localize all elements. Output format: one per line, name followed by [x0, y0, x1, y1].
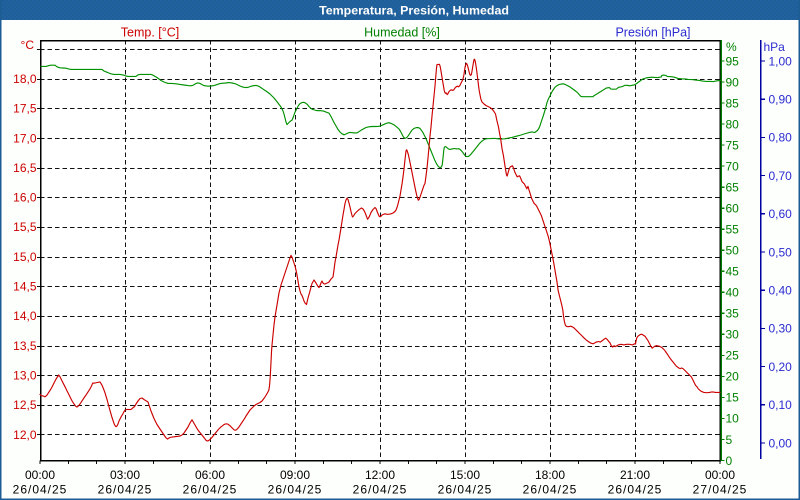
svg-text:26/04/25: 26/04/25 — [523, 483, 578, 497]
svg-text:1,00: 1,00 — [769, 54, 793, 68]
svg-text:0,70: 0,70 — [769, 169, 793, 183]
svg-text:09:00: 09:00 — [280, 468, 310, 482]
svg-text:80: 80 — [726, 117, 740, 131]
svg-text:0,10: 0,10 — [769, 398, 793, 412]
svg-text:85: 85 — [726, 96, 740, 110]
svg-text:0: 0 — [726, 454, 733, 468]
svg-text:26/04/25: 26/04/25 — [608, 483, 663, 497]
svg-text:75: 75 — [726, 138, 740, 152]
svg-text:15:00: 15:00 — [450, 468, 480, 482]
svg-text:35: 35 — [726, 307, 740, 321]
svg-text:0,80: 0,80 — [769, 131, 793, 145]
svg-text:50: 50 — [726, 244, 740, 258]
svg-text:03:00: 03:00 — [110, 468, 140, 482]
svg-text:0,50: 0,50 — [769, 245, 793, 259]
svg-text:16,5: 16,5 — [13, 161, 37, 175]
svg-text:70: 70 — [726, 159, 740, 173]
svg-text:Presión [hPa]: Presión [hPa] — [615, 26, 690, 40]
svg-text:26/04/25: 26/04/25 — [98, 483, 153, 497]
svg-text:26/04/25: 26/04/25 — [268, 483, 323, 497]
svg-text:Humedad [%]: Humedad [%] — [364, 26, 440, 40]
svg-text:21:00: 21:00 — [620, 468, 650, 482]
svg-text:26/04/25: 26/04/25 — [353, 483, 408, 497]
svg-text:15: 15 — [726, 391, 740, 405]
svg-text:00:00: 00:00 — [25, 468, 55, 482]
svg-text:00:00: 00:00 — [705, 468, 735, 482]
svg-text:12,0: 12,0 — [13, 428, 37, 442]
svg-text:Temp. [°C]: Temp. [°C] — [121, 26, 179, 40]
svg-text:16,0: 16,0 — [13, 191, 37, 205]
svg-text:90: 90 — [726, 75, 740, 89]
svg-text:20: 20 — [726, 370, 740, 384]
svg-text:15,0: 15,0 — [13, 250, 37, 264]
svg-text:0,90: 0,90 — [769, 93, 793, 107]
svg-text:hPa: hPa — [764, 40, 786, 54]
svg-text:%: % — [726, 40, 737, 54]
svg-text:10: 10 — [726, 412, 740, 426]
svg-text:13,5: 13,5 — [13, 339, 37, 353]
svg-text:14,0: 14,0 — [13, 309, 37, 323]
svg-text:0,40: 0,40 — [769, 284, 793, 298]
svg-text:55: 55 — [726, 223, 740, 237]
svg-text:15,5: 15,5 — [13, 220, 37, 234]
svg-text:26/04/25: 26/04/25 — [183, 483, 238, 497]
svg-text:60: 60 — [726, 202, 740, 216]
svg-text:26/04/25: 26/04/25 — [13, 483, 68, 497]
svg-text:30: 30 — [726, 328, 740, 342]
svg-text:12:00: 12:00 — [365, 468, 395, 482]
svg-text:17,5: 17,5 — [13, 102, 37, 116]
svg-text:Temperatura, Presión, Humedad: Temperatura, Presión, Humedad — [319, 4, 509, 18]
svg-text:18:00: 18:00 — [535, 468, 565, 482]
svg-text:45: 45 — [726, 265, 740, 279]
svg-text:40: 40 — [726, 286, 740, 300]
svg-text:18,0: 18,0 — [13, 72, 37, 86]
svg-text:12,5: 12,5 — [13, 398, 37, 412]
svg-text:5: 5 — [726, 433, 733, 447]
svg-text:0,30: 0,30 — [769, 322, 793, 336]
svg-text:13,0: 13,0 — [13, 369, 37, 383]
svg-text:0,20: 0,20 — [769, 360, 793, 374]
svg-text:°C: °C — [21, 38, 35, 52]
svg-text:26/04/25: 26/04/25 — [438, 483, 493, 497]
svg-text:65: 65 — [726, 181, 740, 195]
svg-text:95: 95 — [726, 54, 740, 68]
svg-text:14,5: 14,5 — [13, 280, 37, 294]
svg-text:0,00: 0,00 — [769, 436, 793, 450]
svg-text:06:00: 06:00 — [195, 468, 225, 482]
svg-text:0,60: 0,60 — [769, 207, 793, 221]
svg-text:27/04/25: 27/04/25 — [693, 483, 748, 497]
svg-text:17,0: 17,0 — [13, 131, 37, 145]
svg-text:25: 25 — [726, 349, 740, 363]
